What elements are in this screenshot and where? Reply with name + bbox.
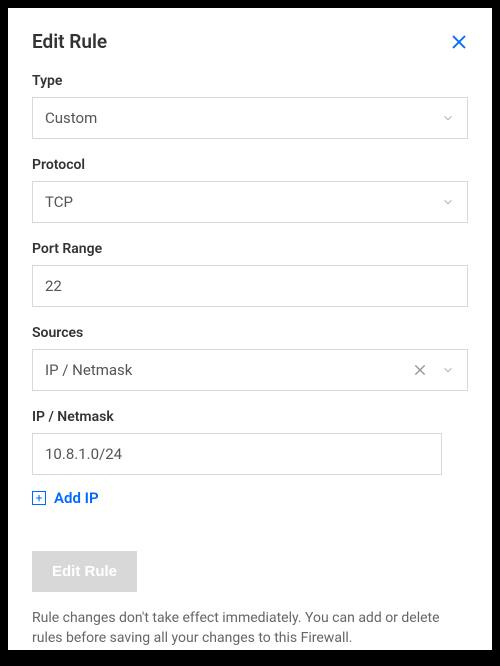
edit-rule-submit-button[interactable]: Edit Rule (32, 551, 137, 592)
port-range-input[interactable]: 22 (32, 265, 468, 307)
plus-icon: + (32, 491, 46, 505)
protocol-label: Protocol (32, 157, 468, 173)
sources-value: IP / Netmask (45, 361, 413, 379)
port-range-field-group: Port Range 22 (32, 241, 468, 307)
protocol-select[interactable]: TCP (32, 181, 468, 223)
clear-icon[interactable] (413, 363, 427, 377)
add-ip-button[interactable]: + Add IP (32, 489, 468, 507)
ip-netmask-label: IP / Netmask (32, 409, 468, 425)
type-select[interactable]: Custom (32, 97, 468, 139)
port-range-label: Port Range (32, 241, 468, 257)
type-label: Type (32, 73, 468, 89)
protocol-field-group: Protocol TCP (32, 157, 468, 223)
ip-netmask-field-group: IP / Netmask 10.8.1.0/24 (32, 409, 468, 475)
chevron-down-icon (441, 195, 455, 209)
type-value: Custom (45, 109, 441, 127)
modal-title: Edit Rule (32, 30, 107, 53)
sources-field-group: Sources IP / Netmask (32, 325, 468, 391)
close-icon[interactable] (450, 33, 468, 51)
sources-select[interactable]: IP / Netmask (32, 349, 468, 391)
modal-header: Edit Rule (32, 30, 468, 53)
chevron-down-icon (441, 363, 455, 377)
add-ip-label: Add IP (54, 489, 99, 507)
port-range-value: 22 (45, 277, 62, 295)
protocol-value: TCP (45, 193, 441, 211)
ip-netmask-value: 10.8.1.0/24 (45, 445, 122, 463)
ip-netmask-input[interactable]: 10.8.1.0/24 (32, 433, 442, 475)
chevron-down-icon (441, 111, 455, 125)
helper-text: Rule changes don't take effect immediate… (32, 608, 468, 649)
type-field-group: Type Custom (32, 73, 468, 139)
edit-rule-modal: Edit Rule Type Custom Protocol TCP Port … (8, 8, 492, 650)
sources-label: Sources (32, 325, 468, 341)
